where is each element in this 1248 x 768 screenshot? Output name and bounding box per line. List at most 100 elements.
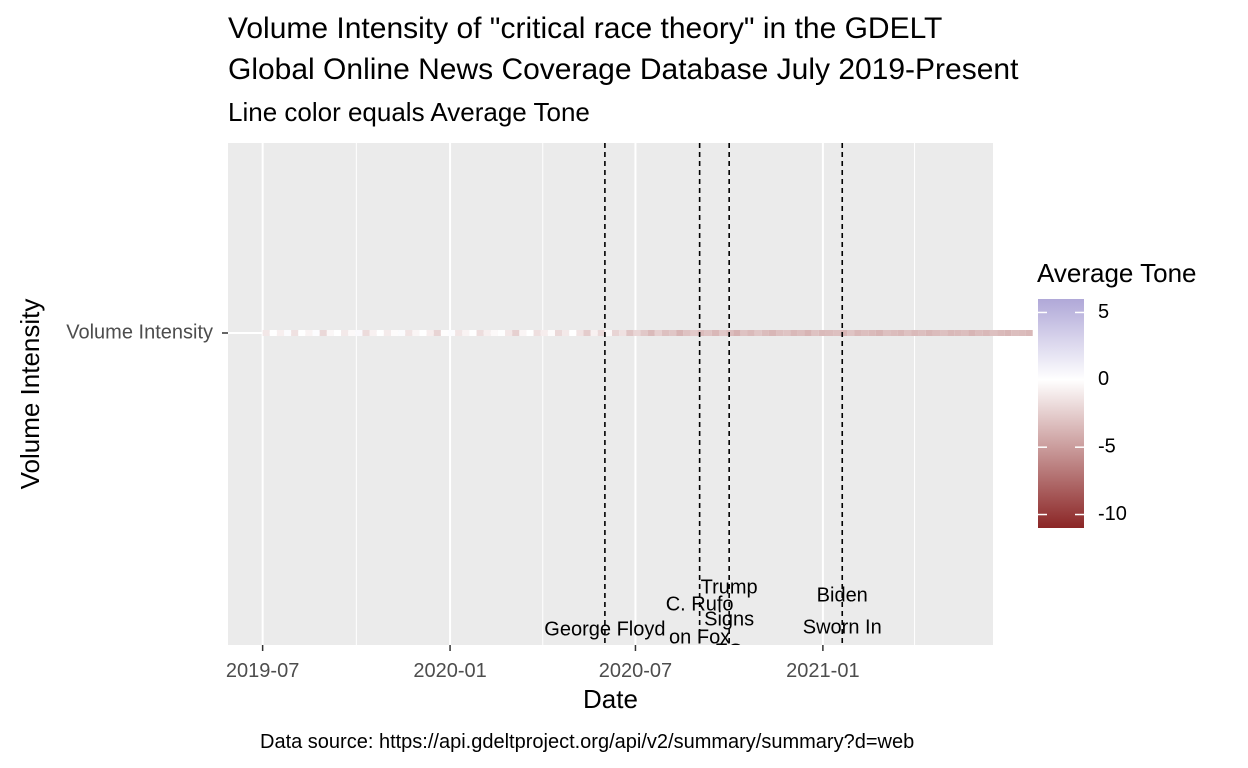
tone-segment <box>576 330 584 336</box>
tone-segment <box>761 330 769 336</box>
tone-segment <box>661 330 670 336</box>
tone-segment <box>940 330 948 336</box>
tone-segment <box>348 330 356 336</box>
tone-segment <box>911 330 919 336</box>
tone-segment <box>975 330 983 336</box>
data-source-caption: Data source: https://api.gdeltproject.or… <box>260 731 915 753</box>
legend-title: Average Tone <box>1037 258 1197 288</box>
tone-segment <box>818 330 826 336</box>
tone-segment <box>269 330 277 336</box>
event-label: Biden <box>817 584 868 606</box>
tone-segment <box>326 330 334 336</box>
tone-segment <box>612 330 620 336</box>
tone-segment <box>262 330 270 336</box>
tone-segment <box>398 330 406 336</box>
tone-segment <box>1025 330 1033 336</box>
tone-segment <box>847 330 855 336</box>
tone-segment <box>319 330 327 336</box>
event-label: George Floyd <box>544 618 665 640</box>
tone-segment <box>540 330 548 336</box>
tone-segment <box>669 330 677 336</box>
legend-break-label: -10 <box>1098 503 1127 525</box>
tone-segment <box>469 330 477 336</box>
tone-segment <box>690 330 698 336</box>
tone-segment <box>982 330 990 336</box>
tone-segment <box>405 330 413 336</box>
tone-segment <box>455 330 463 336</box>
tone-segment <box>854 330 862 336</box>
tone-segment <box>718 330 727 336</box>
tone-segment <box>654 330 662 336</box>
tone-segment <box>875 330 883 336</box>
tone-segment <box>505 330 513 336</box>
tone-segment <box>276 330 285 336</box>
x-tick-label: 2020-01 <box>413 660 486 682</box>
tone-segment <box>783 330 791 336</box>
tone-segment <box>968 330 976 336</box>
tone-segment <box>754 330 762 336</box>
tone-segment <box>291 330 299 336</box>
tone-segment <box>932 330 941 336</box>
tone-segment <box>840 330 848 336</box>
tone-segment <box>925 330 933 336</box>
tone-segment <box>369 330 377 336</box>
tone-segment <box>825 330 834 336</box>
x-axis-title: Date <box>583 684 638 714</box>
chart-title-line-2: Global Online News Coverage Database Jul… <box>228 53 1019 86</box>
tone-segment <box>833 330 841 336</box>
tone-segment <box>362 330 370 336</box>
tone-segment <box>918 330 926 336</box>
legend-break-label: 5 <box>1098 301 1109 323</box>
tone-segment <box>811 330 819 336</box>
tone-segment <box>519 330 527 336</box>
tone-segment <box>412 330 420 336</box>
tone-segment <box>1018 330 1026 336</box>
tone-segment <box>497 330 506 336</box>
tone-segment <box>683 330 691 336</box>
tone-segment <box>897 330 905 336</box>
event-label: Trump <box>701 576 758 598</box>
tone-segment <box>284 330 292 336</box>
event-lines <box>604 143 844 645</box>
tone-segment <box>776 330 784 336</box>
tone-segment <box>483 330 491 336</box>
tone-segment <box>383 330 391 336</box>
event-label: on Fox <box>669 626 730 648</box>
tone-segment <box>312 330 320 336</box>
y-tick-label: Volume Intensity <box>66 321 213 343</box>
tone-segment <box>890 330 898 336</box>
tone-segment <box>562 330 570 336</box>
tone-segment <box>547 330 555 336</box>
tone-segment <box>476 330 484 336</box>
tone-segment <box>490 330 498 336</box>
x-tick-label: 2020-07 <box>599 660 672 682</box>
tone-segment <box>647 330 655 336</box>
tone-segment <box>961 330 969 336</box>
tone-segment <box>904 330 912 336</box>
tone-segment <box>619 330 627 336</box>
tone-segment <box>440 330 449 336</box>
tone-segment <box>947 330 955 336</box>
tone-segment <box>790 330 798 336</box>
plot-panel <box>228 143 993 645</box>
tone-segment <box>1004 330 1012 336</box>
legend-break-label: -5 <box>1098 435 1116 457</box>
legend-break-label: 0 <box>1098 368 1109 390</box>
tone-segment <box>640 330 648 336</box>
event-label: EO <box>715 640 744 662</box>
tone-segment <box>633 330 641 336</box>
tone-segment <box>355 330 363 336</box>
tone-segment <box>426 330 434 336</box>
tone-segment <box>989 330 998 336</box>
chart-title-line-1: Volume Intensity of "critical race theor… <box>228 12 943 45</box>
tone-segment <box>590 330 598 336</box>
tone-segment <box>448 330 456 336</box>
tone-band <box>262 330 1033 336</box>
tone-segment <box>604 330 613 336</box>
tone-segment <box>526 330 534 336</box>
axes: 2019-07 2020-01 2020-07 2021-01 Volume Inten… <box>15 299 860 714</box>
event-label: Sworn In <box>803 616 882 638</box>
tone-segment <box>554 330 563 336</box>
